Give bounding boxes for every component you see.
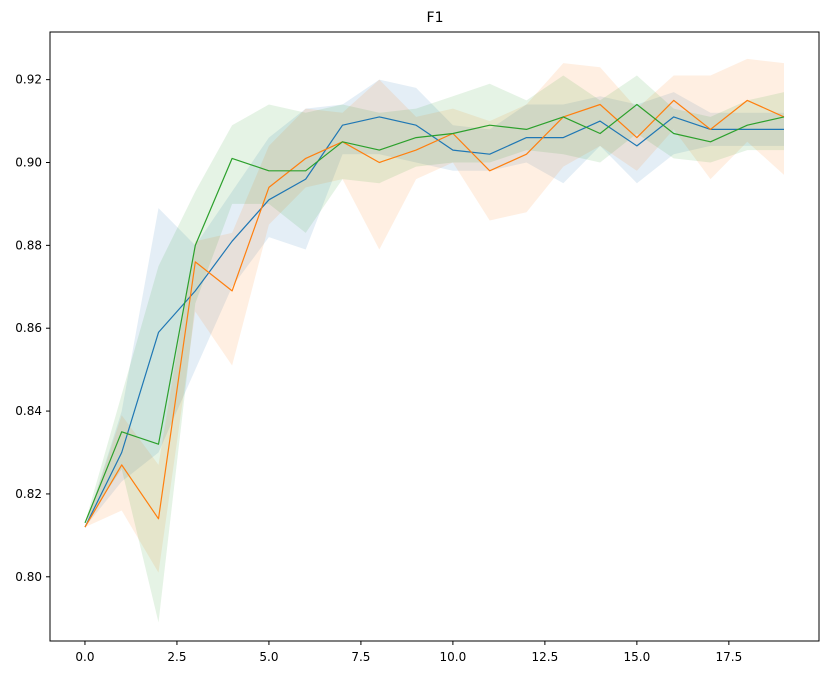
confidence-bands: [85, 58, 784, 623]
axes-frame: [49, 31, 820, 642]
x-tick-label: 12.5: [532, 650, 559, 664]
y-tick-label: 0.82: [15, 487, 42, 501]
chart-title: F1: [427, 10, 444, 26]
series-2-line: [84, 99, 785, 528]
y-tick-label: 0.86: [15, 321, 42, 335]
series-1-band: [85, 79, 784, 528]
series-3-line: [84, 103, 785, 524]
y-tick-label: 0.92: [15, 73, 42, 87]
x-tick-label: 5.0: [259, 650, 278, 664]
series-2-band: [85, 58, 784, 573]
series-lines: [84, 99, 785, 528]
y-axis-ticks: 0.80 0.82 0.84 0.86 0.88 0.90 0.92: [15, 73, 50, 584]
x-axis-ticks: 0.0 2.5 5.0 7.5 10.0 12.5 15.0 17.5: [75, 641, 742, 664]
x-tick-label: 15.0: [624, 650, 651, 664]
y-tick-label: 0.84: [15, 404, 42, 418]
x-tick-label: 7.5: [351, 650, 370, 664]
x-tick-label: 2.5: [167, 650, 186, 664]
y-tick-label: 0.80: [15, 570, 42, 584]
x-tick-label: 17.5: [715, 650, 742, 664]
series-3-band: [85, 75, 784, 623]
x-tick-label: 10.0: [440, 650, 467, 664]
series-1-line: [84, 116, 784, 528]
y-tick-label: 0.88: [15, 238, 42, 252]
y-tick-label: 0.90: [15, 156, 42, 170]
x-tick-label: 0.0: [75, 650, 94, 664]
